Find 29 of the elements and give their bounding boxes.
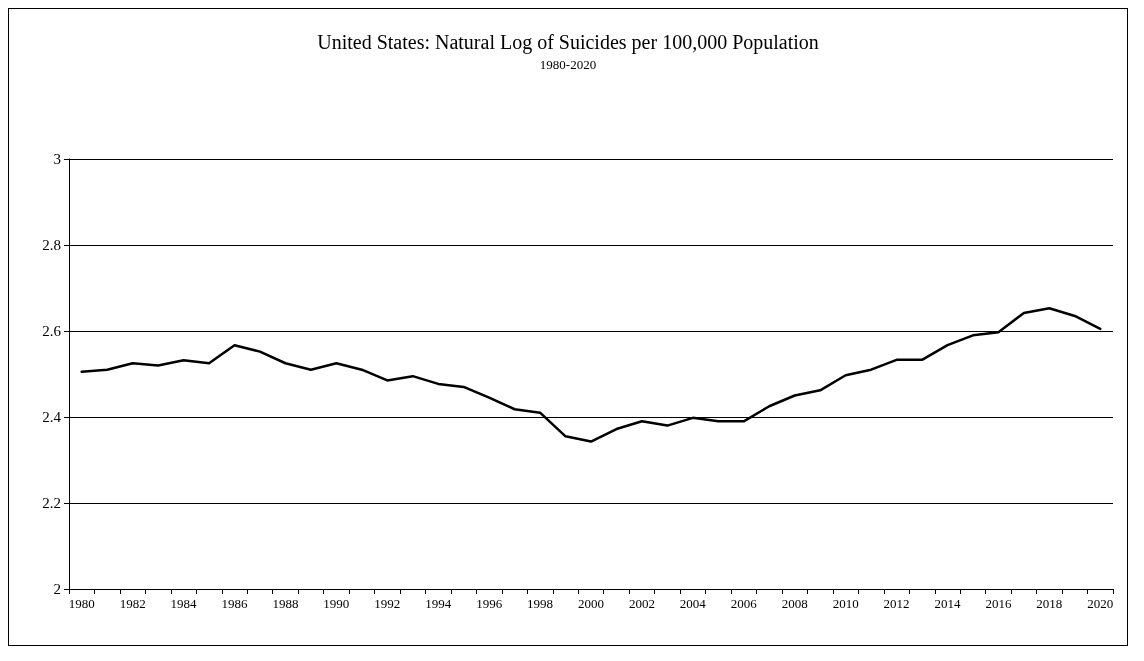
y-tick-label: 2.2 bbox=[42, 495, 61, 511]
y-tick-label: 2.4 bbox=[42, 409, 62, 425]
y-tick-label: 3 bbox=[53, 151, 61, 167]
x-tick-label: 1992 bbox=[374, 596, 401, 611]
x-tick-label: 2004 bbox=[679, 596, 707, 611]
x-tick-label: 2008 bbox=[781, 596, 808, 611]
x-tick-label: 2020 bbox=[1087, 596, 1114, 611]
y-tick-label: 2 bbox=[53, 581, 61, 597]
y-tick-label: 2.6 bbox=[42, 323, 62, 339]
x-tick-label: 2014 bbox=[934, 596, 961, 611]
x-tick-label: 1986 bbox=[221, 596, 249, 611]
x-tick-label: 1988 bbox=[272, 596, 299, 611]
x-tick-label: 1996 bbox=[476, 596, 503, 611]
x-tick-label: 2012 bbox=[883, 596, 910, 611]
chart-title: United States: Natural Log of Suicides per 100,000 Population bbox=[317, 31, 819, 54]
x-tick-label: 1982 bbox=[119, 596, 146, 611]
x-tick-label: 2006 bbox=[730, 596, 758, 611]
x-tick-label: 2018 bbox=[1036, 596, 1063, 611]
chart-subtitle: 1980-2020 bbox=[539, 57, 597, 72]
x-tick-label: 1984 bbox=[170, 596, 198, 611]
x-tick-label: 2016 bbox=[985, 596, 1012, 611]
x-tick-label: 1998 bbox=[527, 596, 554, 611]
y-tick-label: 2.8 bbox=[42, 237, 61, 253]
x-tick-label: 1980 bbox=[68, 596, 95, 611]
x-tick-label: 2000 bbox=[578, 596, 604, 611]
x-tick-label: 1994 bbox=[425, 596, 452, 611]
x-tick-label: 2002 bbox=[628, 596, 655, 611]
x-tick-label: 2010 bbox=[832, 596, 859, 611]
x-tick-label: 1990 bbox=[323, 596, 350, 611]
